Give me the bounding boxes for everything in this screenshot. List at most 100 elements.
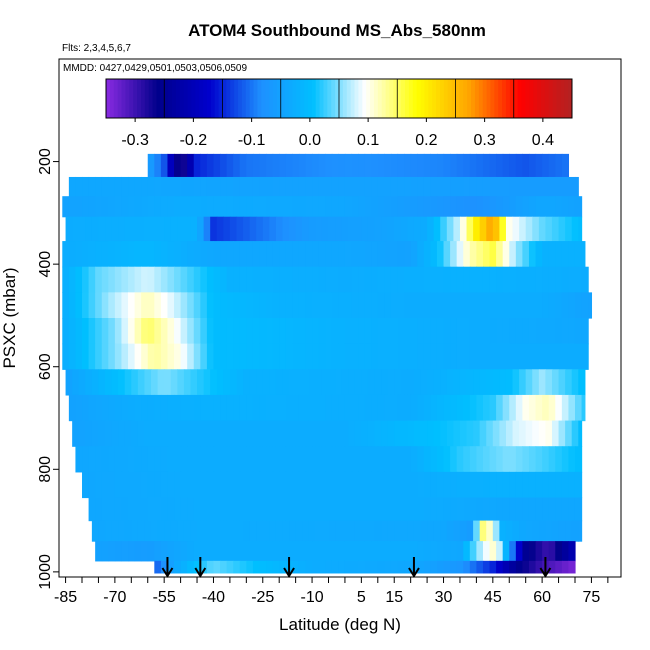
heatmap-cell	[338, 471, 346, 499]
heatmap-cell	[312, 560, 320, 574]
heatmap-cell	[404, 318, 412, 345]
heatmap-cell	[266, 343, 274, 370]
heatmap-cell	[338, 560, 346, 574]
heatmap-cell	[174, 266, 182, 293]
heatmap-cell	[456, 541, 464, 562]
heatmap-cell	[325, 153, 333, 178]
heatmap-cell	[528, 318, 537, 345]
heatmap-cell	[75, 196, 83, 218]
heatmap-cell	[440, 369, 448, 396]
heatmap-cell	[88, 471, 96, 499]
heatmap-cell	[410, 266, 418, 293]
heatmap-cell	[387, 520, 395, 542]
heatmap-cell	[571, 520, 579, 542]
heatmap-cell	[436, 241, 445, 268]
heatmap-cell	[292, 394, 300, 422]
heatmap-cell	[512, 520, 520, 542]
heatmap-cell	[193, 471, 201, 499]
heatmap-cell	[450, 266, 458, 293]
heatmap-cell	[282, 520, 290, 542]
heatmap-cell	[505, 369, 514, 396]
heatmap-cell	[203, 520, 211, 542]
heatmap-cell	[469, 153, 477, 178]
heatmap-cell	[446, 369, 454, 396]
heatmap-cell	[390, 560, 399, 574]
colorbar-segment	[385, 79, 390, 118]
heatmap-cell	[509, 560, 517, 574]
colorbar-segment	[498, 79, 503, 118]
colorbar-segment	[467, 79, 472, 118]
heatmap-cell	[430, 176, 438, 197]
heatmap-cell	[108, 446, 116, 473]
heatmap-cell	[443, 446, 451, 473]
heatmap-cell	[568, 446, 576, 473]
heatmap-cell	[515, 471, 523, 499]
heatmap-cell	[279, 541, 287, 562]
heatmap-cell	[95, 394, 103, 422]
colorbar-segment	[307, 79, 313, 118]
heatmap-cell	[555, 394, 563, 422]
heatmap-cell	[519, 420, 527, 447]
heatmap-cell	[246, 176, 254, 197]
heatmap-cell	[482, 176, 491, 197]
heatmap-cell	[390, 541, 399, 562]
heatmap-cell	[285, 318, 293, 345]
heatmap-cell	[519, 369, 527, 396]
heatmap-cell	[124, 369, 132, 396]
heatmap-cell	[571, 216, 579, 242]
heatmap-cell	[298, 196, 307, 218]
heatmap-cell	[338, 266, 346, 293]
heatmap-cell	[174, 196, 182, 218]
heatmap-cell	[308, 420, 316, 447]
heatmap-cell	[371, 318, 379, 345]
heatmap-cell	[515, 176, 523, 197]
heatmap-cell	[555, 153, 563, 178]
heatmap-cell	[565, 369, 573, 396]
heatmap-cell	[453, 369, 461, 396]
heatmap-cell	[223, 216, 231, 242]
heatmap-cell	[128, 446, 136, 473]
x-tick-label: -55	[153, 589, 176, 606]
heatmap-cell	[305, 541, 313, 562]
heatmap-cell	[486, 369, 494, 396]
heatmap-cell	[443, 541, 451, 562]
colorbar-segment	[389, 79, 394, 118]
heatmap-cell	[128, 541, 136, 562]
heatmap-cell	[121, 196, 129, 218]
heatmap-cell	[371, 343, 379, 370]
heatmap-cell	[377, 196, 385, 218]
heatmap-cell	[325, 196, 333, 218]
heatmap-cell	[551, 420, 560, 447]
heatmap-cell	[200, 446, 208, 473]
heatmap-row	[62, 292, 593, 319]
heatmap-cell	[108, 292, 116, 319]
x-tick-label: -70	[103, 589, 126, 606]
heatmap-cell	[331, 196, 339, 218]
heatmap-cell	[351, 497, 359, 522]
heatmap-cell	[568, 241, 576, 268]
x-axis: -85 -70 -55 -40 -25 -10 5 15 30 45 60 75	[54, 577, 609, 606]
heatmap-cell	[312, 241, 320, 268]
heatmap-cell	[213, 318, 221, 345]
heatmap-cell	[489, 471, 497, 499]
heatmap-cell	[279, 560, 287, 574]
heatmap-cell	[157, 520, 165, 542]
heatmap-cell	[174, 446, 182, 473]
heatmap-cell	[561, 196, 570, 218]
heatmap-cell	[469, 292, 477, 319]
heatmap-cell	[456, 176, 464, 197]
heatmap-cell	[252, 318, 261, 345]
heatmap-cell	[522, 541, 530, 562]
colorbar-segment	[486, 79, 491, 118]
heatmap-cell	[328, 369, 336, 396]
heatmap-cell	[279, 153, 287, 178]
heatmap-cell	[528, 471, 537, 499]
heatmap-cell	[371, 560, 379, 574]
heatmap-cell	[450, 560, 458, 574]
heatmap-cell	[164, 369, 172, 396]
heatmap-cell	[141, 266, 149, 293]
heatmap-cell	[574, 446, 583, 473]
heatmap-cell	[118, 369, 126, 396]
heatmap-cell	[187, 497, 195, 522]
heatmap-cell	[111, 216, 119, 242]
